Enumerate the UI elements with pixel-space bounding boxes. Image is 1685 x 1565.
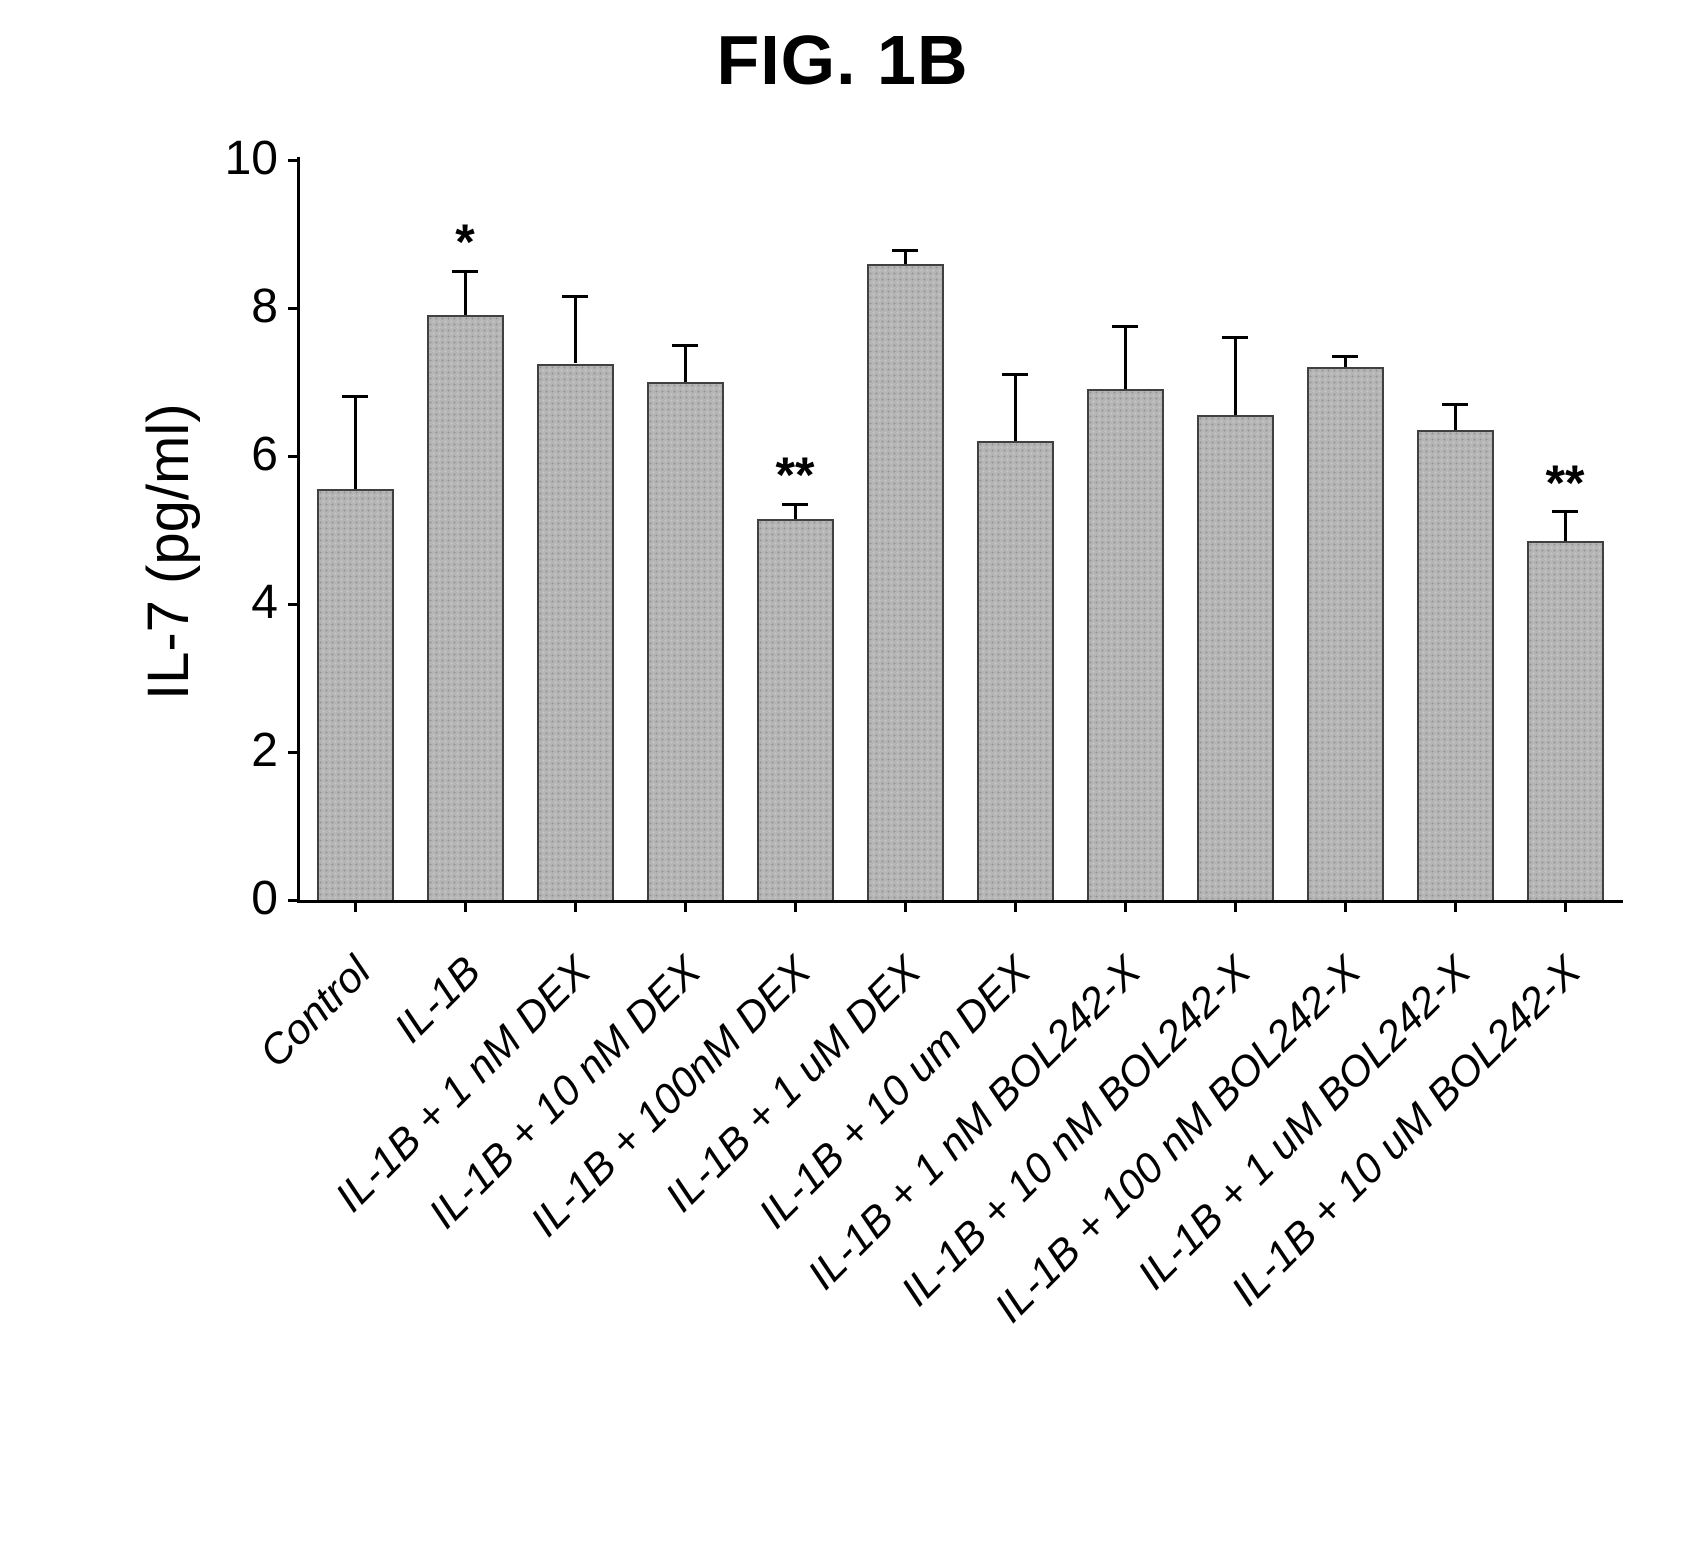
- plot-area: 0246810Control*IL-1BIL-1B + 1 nM DEXIL-1…: [300, 160, 1620, 900]
- bar: [867, 264, 944, 900]
- y-tick-mark: [288, 603, 300, 606]
- error-bar: [464, 271, 467, 315]
- error-cap: [1222, 336, 1248, 339]
- x-tick-mark: [904, 900, 907, 912]
- x-tick-mark: [1234, 900, 1237, 912]
- bar: [537, 364, 614, 901]
- y-tick-mark: [288, 455, 300, 458]
- significance-marker: **: [1525, 454, 1605, 512]
- y-tick-label: 6: [188, 427, 278, 482]
- error-bar: [904, 250, 907, 263]
- x-tick-mark: [354, 900, 357, 912]
- y-tick-label: 10: [188, 131, 278, 186]
- bar: [317, 489, 394, 900]
- error-cap: [672, 344, 698, 347]
- bar: [427, 315, 504, 900]
- bar: [1307, 367, 1384, 900]
- y-tick-label: 0: [188, 871, 278, 926]
- error-bar: [1014, 375, 1017, 442]
- y-tick-mark: [288, 899, 300, 902]
- error-bar: [1564, 512, 1567, 542]
- error-cap: [1332, 355, 1358, 358]
- error-bar: [1454, 404, 1457, 430]
- x-tick-label: IL-1B + 1 uM BOL242-X: [951, 947, 1480, 1476]
- bar: [1197, 415, 1274, 900]
- bar: [977, 441, 1054, 900]
- error-bar: [1234, 338, 1237, 416]
- x-tick-mark: [1454, 900, 1457, 912]
- error-bar: [794, 504, 797, 519]
- y-tick-mark: [288, 751, 300, 754]
- x-axis-line: [297, 900, 1623, 903]
- bar: [1417, 430, 1494, 900]
- error-cap: [1002, 373, 1028, 376]
- y-tick-label: 4: [188, 575, 278, 630]
- y-tick-label: 8: [188, 279, 278, 334]
- x-tick-label: IL-1B + 10 uM BOL242-X: [1061, 947, 1590, 1476]
- x-tick-mark: [574, 900, 577, 912]
- y-tick-mark: [288, 159, 300, 162]
- bar: [1087, 389, 1164, 900]
- error-cap: [342, 395, 368, 398]
- bar: [1527, 541, 1604, 900]
- x-tick-mark: [1014, 900, 1017, 912]
- error-bar: [354, 397, 357, 490]
- error-cap: [562, 295, 588, 298]
- y-axis-line: [297, 157, 300, 903]
- error-bar: [1124, 327, 1127, 390]
- bar: [757, 519, 834, 900]
- error-cap: [1112, 325, 1138, 328]
- x-tick-mark: [1564, 900, 1567, 912]
- bar: [647, 382, 724, 900]
- error-bar: [1344, 356, 1347, 367]
- error-bar: [574, 297, 577, 364]
- x-tick-mark: [1344, 900, 1347, 912]
- figure-container: FIG. 1B IL-7 (pg/ml) 0246810Control*IL-1…: [0, 0, 1685, 1565]
- significance-marker: *: [425, 213, 505, 271]
- x-tick-mark: [1124, 900, 1127, 912]
- x-tick-mark: [684, 900, 687, 912]
- error-cap: [892, 249, 918, 252]
- y-tick-label: 2: [188, 723, 278, 778]
- error-cap: [1442, 403, 1468, 406]
- x-tick-mark: [464, 900, 467, 912]
- significance-marker: **: [755, 446, 835, 504]
- y-tick-mark: [288, 307, 300, 310]
- x-tick-mark: [794, 900, 797, 912]
- error-bar: [684, 345, 687, 382]
- figure-title: FIG. 1B: [0, 20, 1685, 100]
